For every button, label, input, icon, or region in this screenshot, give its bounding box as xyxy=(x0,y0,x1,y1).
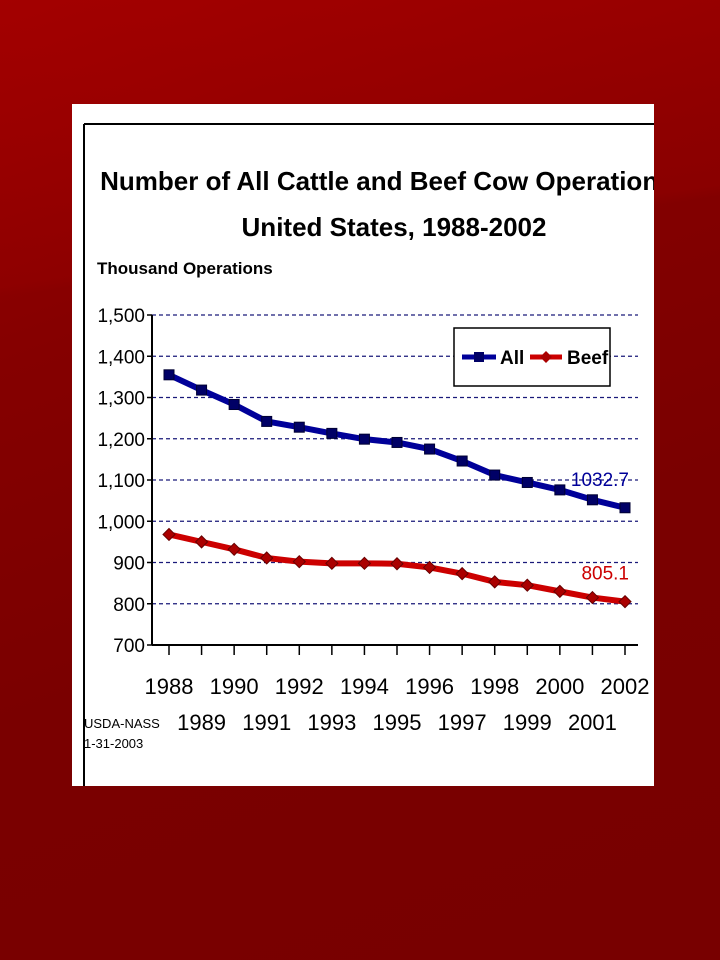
chart-subtitle: United States, 1988-2002 xyxy=(242,212,547,242)
point-beef-1989 xyxy=(194,535,209,549)
x-tick-label-1998: 1998 xyxy=(470,674,519,699)
x-tick-labels: 1988 1989 1990 1991 1992 1993 1994 1995 1996 1997… xyxy=(145,674,650,735)
point-all-1988 xyxy=(163,369,175,381)
point-beef-1996 xyxy=(422,560,437,575)
point-beef-1997 xyxy=(455,566,469,581)
y-tick-labels: 1,500 1,400 1,300 1,200 1,100 1,000 900 800 700 xyxy=(97,306,145,657)
legend-all-label: All xyxy=(500,348,524,369)
point-all-1993 xyxy=(326,427,338,439)
y-tick-label-900: 900 xyxy=(113,554,145,575)
source-note-agency: USDA-NASS xyxy=(84,716,160,731)
y-tick-label-700: 700 xyxy=(113,636,145,657)
y-tick-label-1000: 1,000 xyxy=(97,512,145,533)
x-tick-label-1997: 1997 xyxy=(438,710,487,735)
x-tick-label-1994: 1994 xyxy=(340,674,389,699)
x-tick-label-1989: 1989 xyxy=(177,710,226,735)
legend-all-marker xyxy=(474,352,484,362)
axes xyxy=(147,314,638,655)
x-tick-label-1992: 1992 xyxy=(275,674,324,699)
point-beef-2002 xyxy=(618,594,632,609)
point-beef-1988 xyxy=(162,527,176,542)
point-all-1991 xyxy=(261,415,273,427)
y-tick-label-1300: 1,300 xyxy=(97,389,145,410)
point-beef-1991 xyxy=(260,551,274,565)
legend-beef-marker xyxy=(540,351,552,363)
y-tick-label-1500: 1,500 xyxy=(97,306,145,327)
point-beef-1998 xyxy=(488,575,502,589)
legend-box xyxy=(453,327,611,387)
end-label-beef: 805.1 xyxy=(581,564,629,585)
chart-title: Number of All Cattle and Beef Cow Operat… xyxy=(100,166,654,196)
source-note-date: 1-31-2003 xyxy=(84,736,143,751)
point-beef-2000 xyxy=(553,584,567,599)
point-beef-1999 xyxy=(520,578,534,592)
point-all-2002 xyxy=(619,502,631,514)
y-axis-label: Thousand Operations xyxy=(97,259,273,278)
y-tick-label-1100: 1,100 xyxy=(97,471,145,492)
x-tick-label-1990: 1990 xyxy=(210,674,259,699)
line-chart: Number of All Cattle and Beef Cow Operat… xyxy=(83,123,654,786)
point-all-1994 xyxy=(358,433,370,445)
point-all-1998 xyxy=(489,469,501,481)
point-all-1997 xyxy=(456,455,468,467)
point-beef-1993 xyxy=(325,556,339,571)
x-tick-label-2001: 2001 xyxy=(568,710,617,735)
point-all-1990 xyxy=(228,399,240,411)
y-tick-label-1400: 1,400 xyxy=(97,347,145,368)
x-tick-label-1996: 1996 xyxy=(405,674,454,699)
x-tick-label-1988: 1988 xyxy=(145,674,194,699)
point-beef-1995 xyxy=(390,557,404,571)
end-label-all: 1032.7 xyxy=(571,470,629,491)
x-tick-label-1995: 1995 xyxy=(373,710,422,735)
point-all-1995 xyxy=(391,436,403,448)
point-beef-1994 xyxy=(357,556,372,571)
x-tick-label-1993: 1993 xyxy=(307,710,356,735)
point-all-1996 xyxy=(424,443,436,455)
chart-card: Number of All Cattle and Beef Cow Operat… xyxy=(72,104,654,786)
y-tick-label-1200: 1,200 xyxy=(97,430,145,451)
point-all-1999 xyxy=(521,476,533,488)
data-series xyxy=(162,369,632,609)
legend: All Beef xyxy=(453,327,611,387)
x-tick-label-1991: 1991 xyxy=(242,710,291,735)
point-beef-2001 xyxy=(585,590,600,605)
x-tick-label-2000: 2000 xyxy=(535,674,584,699)
point-beef-1990 xyxy=(227,542,241,557)
legend-beef-label: Beef xyxy=(567,348,609,369)
point-beef-1992 xyxy=(292,554,306,569)
x-tick-label-2002: 2002 xyxy=(601,674,650,699)
end-value-labels: 1032.7 805.1 xyxy=(571,470,629,585)
y-tick-label-800: 800 xyxy=(113,595,145,616)
grid-lines xyxy=(152,314,638,605)
point-all-1989 xyxy=(196,384,208,396)
point-all-2001 xyxy=(586,494,598,506)
point-all-1992 xyxy=(293,421,305,433)
x-tick-label-1999: 1999 xyxy=(503,710,552,735)
point-all-2000 xyxy=(554,484,566,496)
